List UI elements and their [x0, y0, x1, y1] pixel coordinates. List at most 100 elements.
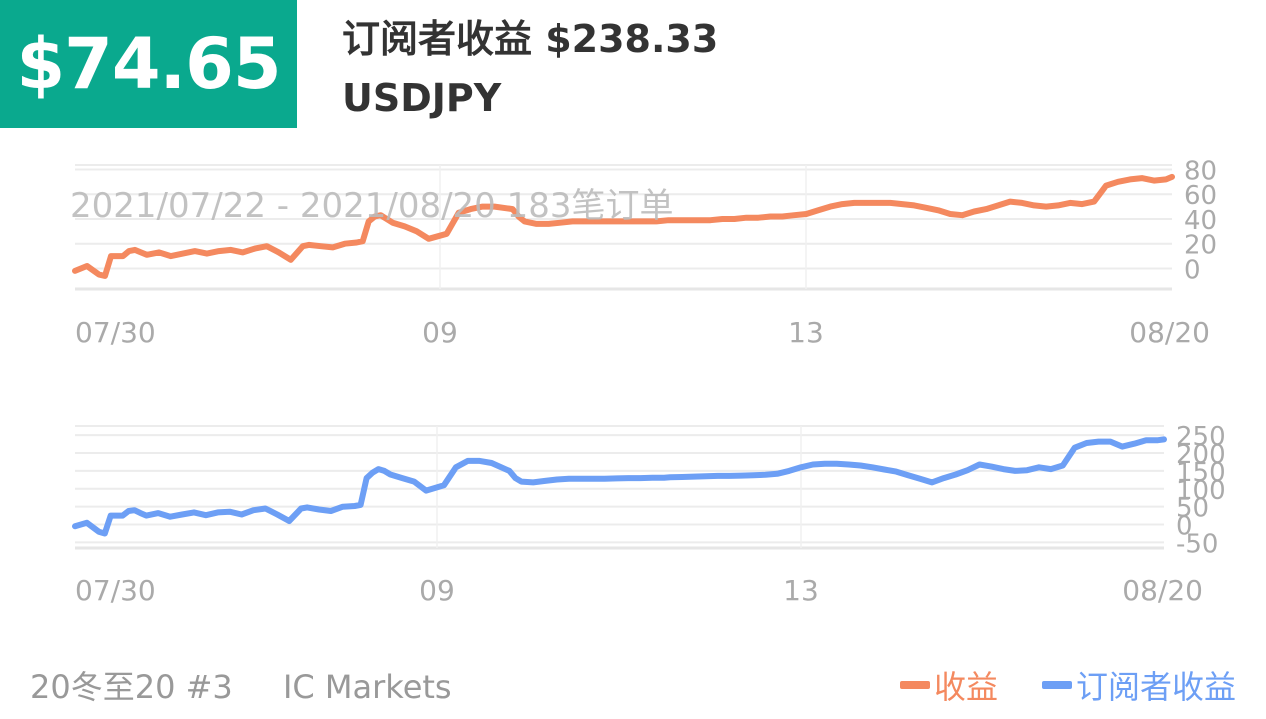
subscriber-data-point [275, 512, 280, 517]
profit-data-point [318, 243, 323, 249]
subscriber-data-point [179, 512, 185, 517]
profit-data-point [828, 204, 833, 209]
subscriber-data-point [126, 508, 131, 514]
subscriber-data-point [400, 475, 405, 481]
profit-data-point [1163, 177, 1169, 182]
subscriber-data-point [364, 475, 369, 481]
profit-data-point [378, 213, 383, 218]
profit-data-point [204, 251, 210, 256]
subscriber-data-point [870, 465, 875, 470]
profit-data-point [390, 220, 395, 225]
subscriber-data-point [977, 462, 982, 467]
subscriber-data-point [590, 476, 595, 481]
subscriber-data-point [1155, 437, 1161, 443]
profit-data-point [1139, 175, 1145, 181]
subscriber-data-point [1096, 439, 1101, 444]
subscriber-series-line [72, 436, 1167, 537]
subscriber-data-point [638, 475, 643, 481]
profit-data-point [480, 204, 485, 209]
subscriber-data-point [441, 483, 447, 488]
broker-name: IC Markets [282, 668, 452, 706]
subscriber-data-point [316, 507, 322, 512]
symbol-label: USDJPY [342, 76, 502, 120]
profit-data-point [468, 206, 473, 212]
legend-label-subscriber: 订阅者收益 [1075, 668, 1236, 706]
subscriber-data-point [513, 475, 518, 481]
chart-watermark: 2021/07/22 - 2021/08/20 183笔订单 [70, 186, 674, 226]
subscriber-data-point [352, 503, 357, 509]
profit-data-point [264, 243, 270, 249]
profit-data-point [780, 214, 785, 219]
subscriber-data-point [715, 473, 720, 479]
profit-data-point [654, 219, 659, 224]
profit-x-tick-label: 09 [422, 316, 458, 349]
profit-data-point [240, 250, 246, 255]
profit-data-point [546, 221, 551, 227]
profit-data-point [132, 247, 138, 253]
subscriber-data-point [84, 520, 90, 525]
subscriber-data-point [834, 461, 839, 466]
subscriber-data-point [566, 476, 572, 481]
subscriber-data-point [507, 468, 512, 474]
subscriber-data-point [667, 475, 673, 480]
subscriber-data-point [1161, 437, 1167, 442]
subscriber-data-point [810, 462, 816, 467]
subscriber-data-point [108, 513, 113, 518]
subscriber-data-point [602, 476, 607, 481]
profit-data-point [720, 216, 725, 222]
subscriber-data-point [989, 464, 994, 469]
profit-data-point [888, 200, 893, 206]
subscriber-data-point [156, 510, 161, 516]
legend-item-profit: 收益 [899, 662, 998, 708]
subscriber-data-point [786, 468, 792, 474]
profit-x-tick-label: 13 [788, 316, 824, 349]
subscriber-data-point [251, 508, 256, 513]
subscriber-data-point [120, 513, 125, 518]
profit-data-point [630, 219, 635, 224]
profit-data-point [456, 210, 461, 215]
subscriber-data-point [882, 467, 887, 472]
profit-data-point [180, 251, 186, 256]
footer-info: 20冬至20 #3 IC Markets [30, 662, 492, 708]
profit-data-point [402, 224, 407, 229]
profit-data-point [1169, 174, 1175, 180]
subscriber-data-point [894, 469, 899, 474]
profit-data-point [354, 240, 359, 245]
subscriber-data-point [798, 465, 804, 470]
subscriber-data-point [703, 474, 708, 479]
subscriber-data-point [191, 510, 197, 515]
subscriber-data-point [239, 512, 244, 517]
subscriber-data-point [168, 514, 173, 519]
profit-data-point [666, 217, 671, 223]
subscriber-data-point [382, 468, 387, 474]
profit-data-point [792, 213, 797, 218]
profit-data-point [708, 217, 713, 223]
profit-data-point [228, 247, 234, 253]
profit-data-point [971, 209, 977, 214]
subscriber-data-point [132, 508, 137, 513]
subscriber-data-point [388, 472, 393, 477]
profit-data-point [936, 208, 941, 213]
subscriber-data-point [227, 509, 232, 514]
profit-data-point [558, 220, 563, 225]
profit-y-tick-label: 0 [1184, 255, 1201, 285]
profit-data-point [696, 217, 701, 223]
profit-data-point [330, 245, 335, 250]
profit-data-point [756, 215, 761, 220]
subscriber-data-point [941, 475, 947, 481]
subscriber-data-point [1024, 467, 1030, 473]
profit-data-point [959, 213, 965, 218]
profit-data-point [1103, 183, 1109, 188]
profit-data-point [1055, 203, 1061, 208]
profit-data-point [300, 243, 305, 249]
subscriber-data-point [287, 518, 292, 524]
subscriber-x-tick-label: 09 [419, 574, 455, 607]
profit-data-point [120, 253, 126, 259]
profit-data-point [102, 273, 108, 279]
profit-data-point [366, 219, 371, 224]
profit-data-point [108, 253, 114, 259]
subscriber-data-point [953, 472, 958, 477]
profit-data-point [414, 229, 419, 234]
subscriber-data-point [1048, 466, 1054, 472]
subscriber-data-point [328, 508, 334, 514]
